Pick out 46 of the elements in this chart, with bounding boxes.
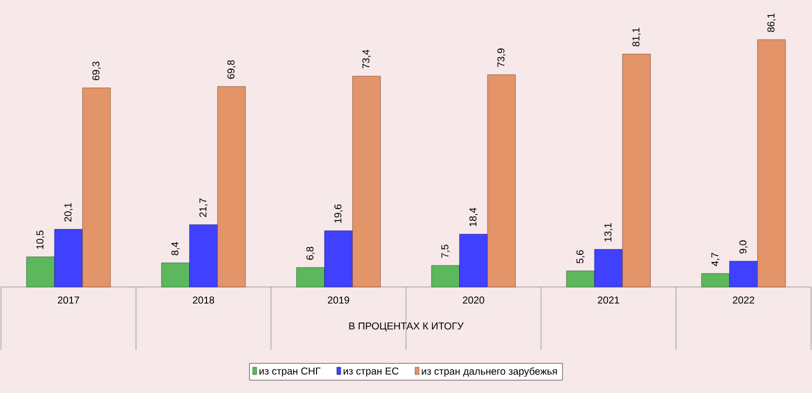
x-tick-label: 2021	[598, 296, 620, 304]
data-label: 5,6	[576, 250, 585, 264]
x-tick-label: 2019	[328, 296, 350, 304]
data-label: 86,1	[767, 13, 776, 32]
x-tick-label: 2020	[462, 296, 484, 304]
bar	[729, 260, 758, 288]
bar	[82, 88, 111, 288]
bar	[352, 76, 381, 288]
data-label: 4,7	[711, 252, 720, 266]
x-tick-label: 2017	[58, 296, 80, 304]
data-label: 69,3	[92, 62, 101, 80]
bar	[459, 234, 488, 288]
x-tick-label: 2018	[192, 296, 214, 304]
legend-label: из стран дальнего зарубежья	[422, 367, 557, 377]
legend-label: из стран СНГ	[260, 368, 320, 377]
data-label: 73,9	[497, 48, 506, 67]
bar	[26, 256, 55, 288]
bar	[757, 39, 786, 288]
data-label: 13,1	[604, 223, 613, 242]
bar	[217, 86, 246, 288]
data-label: 18,4	[469, 208, 478, 226]
bar	[189, 224, 218, 288]
bar	[701, 273, 730, 288]
x-tick-label: 2022	[732, 296, 754, 304]
data-label: 73,4	[362, 50, 371, 68]
data-label: 9,0	[739, 240, 748, 254]
bar	[54, 229, 83, 288]
bar	[431, 265, 460, 288]
legend-label: из стран ЕС	[344, 368, 398, 377]
data-label: 81,1	[632, 28, 641, 46]
data-label: 69,8	[227, 60, 236, 79]
x-axis-title: В ПРОЦЕНТАХ К ИТОГУ	[349, 322, 464, 332]
data-label: 8,4	[171, 242, 180, 256]
bar	[296, 267, 325, 288]
data-label: 21,7	[199, 198, 208, 217]
data-label: 6,8	[306, 246, 315, 260]
bar	[487, 74, 516, 288]
bar	[566, 270, 595, 288]
data-label: 19,6	[334, 204, 343, 223]
bar	[622, 54, 651, 288]
data-label: 7,5	[441, 244, 450, 258]
bar	[324, 230, 353, 288]
data-label: 10,5	[36, 230, 45, 249]
bar	[594, 249, 623, 288]
bar	[161, 262, 190, 288]
data-label: 20,1	[64, 203, 73, 222]
